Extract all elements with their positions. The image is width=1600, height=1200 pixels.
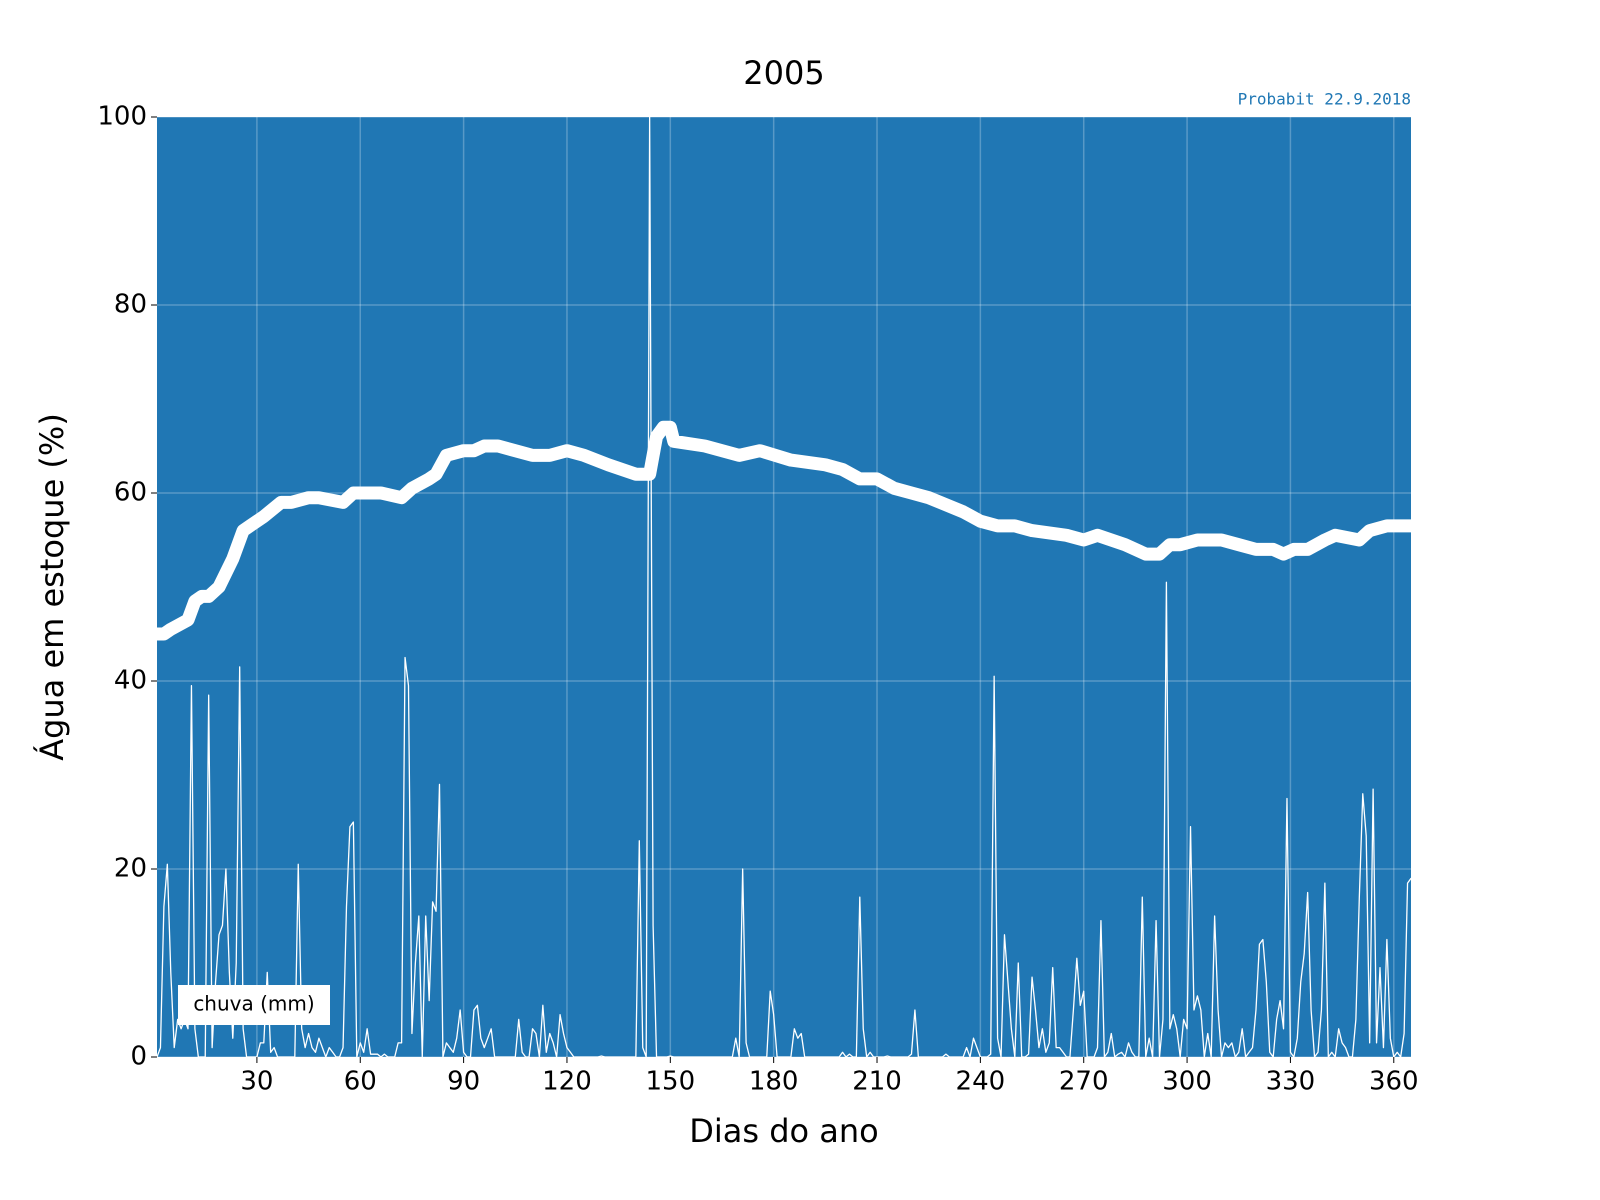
x-tick-label: 360 [1369, 1067, 1419, 1097]
y-tick-label: 20 [114, 854, 147, 884]
y-tick-label: 80 [114, 290, 147, 320]
x-tick-label: 240 [956, 1067, 1006, 1097]
x-tick-label: 270 [1059, 1067, 1109, 1097]
legend-box [178, 985, 330, 1025]
x-tick-label: 300 [1162, 1067, 1212, 1097]
x-tick-label: 330 [1266, 1067, 1316, 1097]
x-tick-label: 30 [240, 1067, 273, 1097]
y-axis-label: Água em estoque (%) [33, 413, 71, 761]
rain-line [157, 117, 1411, 1057]
x-tick-label: 90 [447, 1067, 480, 1097]
plot-area [157, 117, 1411, 1057]
chart-title: 2005 [743, 54, 824, 92]
y-tick-label: 0 [130, 1042, 147, 1072]
x-tick-label: 120 [542, 1067, 592, 1097]
plot-lines [157, 117, 1411, 1057]
annotation: Probabit 22.9.2018 [1238, 90, 1411, 109]
x-tick-label: 180 [749, 1067, 799, 1097]
y-tick-label: 100 [97, 102, 147, 132]
y-tick-label: 40 [114, 666, 147, 696]
x-tick-label: 60 [344, 1067, 377, 1097]
x-axis-label: Dias do ano [689, 1112, 879, 1150]
y-tick-label: 60 [114, 478, 147, 508]
x-tick-label: 210 [852, 1067, 902, 1097]
x-tick-label: 150 [645, 1067, 695, 1097]
legend-label: chuva (mm) [193, 992, 314, 1016]
stock-line [157, 420, 1411, 641]
